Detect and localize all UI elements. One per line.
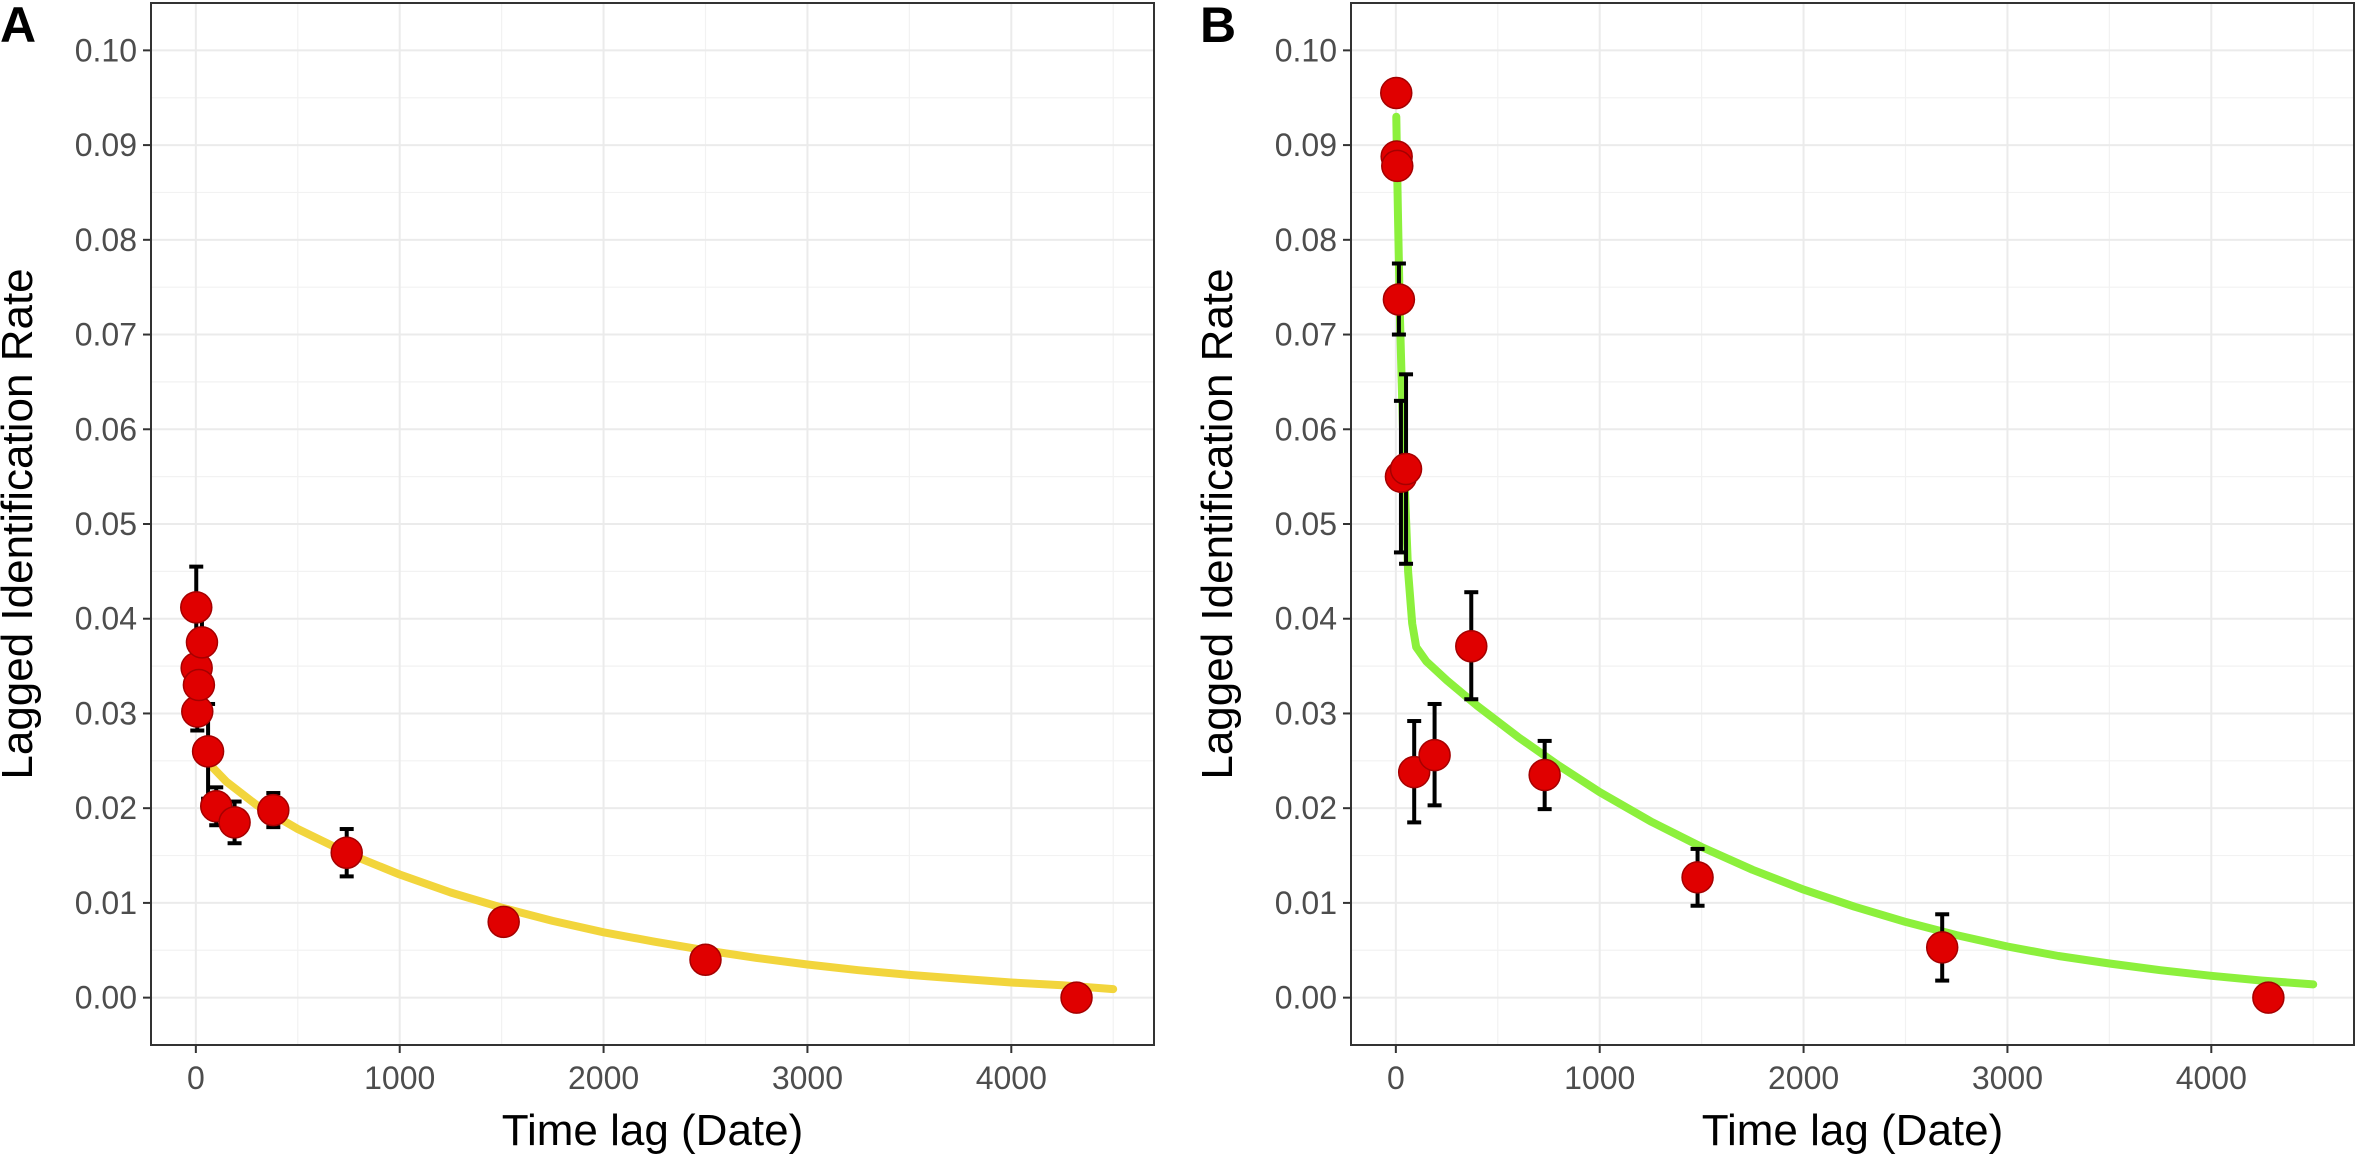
x-tick-label: 1000 (364, 1060, 435, 1096)
y-tick-label: 0.02 (1275, 790, 1337, 826)
data-point (689, 943, 722, 976)
x-tick-label: 3000 (1972, 1060, 2043, 1096)
y-tick-label: 0.07 (75, 317, 137, 353)
data-point (180, 591, 213, 624)
y-tick-label: 0.01 (75, 885, 137, 921)
x-axis-title: Time lag (Date) (1702, 1106, 2004, 1155)
x-tick-label: 0 (187, 1060, 205, 1096)
data-point (1418, 738, 1451, 772)
y-tick-label: 0.09 (75, 127, 137, 163)
data-point (1382, 283, 1416, 316)
data-point (487, 905, 520, 939)
y-tick-label: 0.04 (75, 601, 137, 637)
y-tick-label: 0.09 (1275, 127, 1337, 163)
x-tick-label: 1000 (1564, 1060, 1635, 1096)
y-tick-label: 0.00 (75, 980, 137, 1016)
data-point (1389, 452, 1423, 486)
data-point (191, 735, 225, 768)
y-tick-label: 0.06 (1275, 411, 1337, 447)
panel-label: B (1200, 0, 1236, 53)
data-point (1060, 981, 1093, 1014)
data-point (330, 836, 363, 869)
x-tick-label: 3000 (772, 1060, 843, 1096)
y-tick-label: 0.00 (1275, 980, 1337, 1016)
y-tick-label: 0.07 (1275, 317, 1337, 353)
y-tick-label: 0.01 (1275, 885, 1337, 921)
data-point (2252, 981, 2285, 1014)
x-tick-label: 2000 (568, 1060, 639, 1096)
x-tick-label: 0 (1387, 1060, 1405, 1096)
y-tick-label: 0.03 (75, 695, 137, 731)
data-point (1381, 149, 1414, 183)
y-axis-title: Lagged Identification Rate (1193, 268, 1242, 779)
data-point (218, 806, 251, 839)
y-tick-label: 0.04 (1275, 601, 1337, 637)
panel-b: 0 1000 2000 3000 4000 0.00 0.01 0.02 0.03 0.04 0.0… (1193, 0, 2355, 1155)
data-point (185, 626, 219, 659)
x-tick-label: 2000 (1768, 1060, 1839, 1096)
y-tick-label: 0.08 (1275, 222, 1337, 258)
panel-a: 0 1000 2000 3000 4000 0.00 0.01 0.02 0.03 0.04 0.0… (0, 0, 1155, 1155)
y-tick-label: 0.06 (75, 411, 137, 447)
x-tick-label: 4000 (976, 1060, 1047, 1096)
y-axis-title: Lagged Identification Rate (0, 268, 42, 779)
x-tick-label: 4000 (2176, 1060, 2247, 1096)
data-point (1681, 861, 1714, 894)
data-point (182, 668, 216, 702)
fit-curve (204, 758, 1118, 994)
y-tick-label: 0.08 (75, 222, 137, 258)
fit-curve (1392, 112, 2318, 989)
data-point (1455, 629, 1488, 663)
y-tick-label: 0.03 (1275, 695, 1337, 731)
x-axis-title: Time lag (Date) (502, 1106, 804, 1155)
y-tick-label: 0.10 (75, 32, 137, 68)
data-point (1380, 76, 1413, 110)
y-tick-label: 0.10 (1275, 32, 1337, 68)
y-tick-label: 0.05 (1275, 506, 1337, 542)
data-point (1925, 931, 1959, 964)
panel-label: A (0, 0, 36, 53)
y-tick-label: 0.02 (75, 790, 137, 826)
data-point (1528, 758, 1561, 792)
y-tick-label: 0.05 (75, 506, 137, 542)
data-point (257, 793, 290, 827)
